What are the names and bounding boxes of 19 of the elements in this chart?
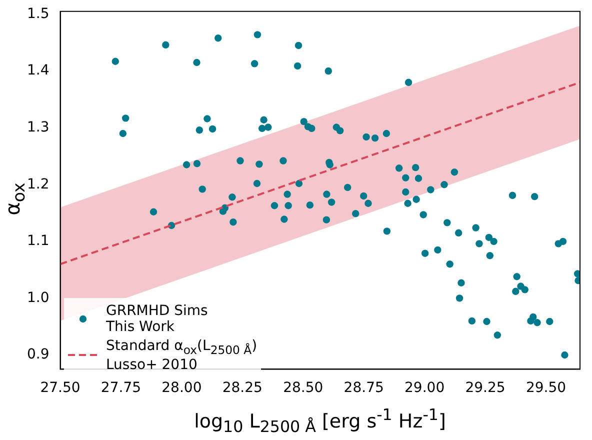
y-tick-label: 1.3 [27, 119, 50, 136]
y-tick-label: 0.9 [27, 346, 50, 363]
text: log$_{10}$ L$_{2500 Å}$ [erg s$^{-1}$ Hz$^{-1}$] [194, 404, 446, 436]
y-tick-label: 1.0 [27, 290, 50, 306]
x-tick-label: 29.25 [465, 380, 506, 396]
x-tick-label: 28.00 [162, 380, 202, 396]
x-tick-label: 28.50 [283, 380, 324, 396]
x-tick-label: 29.50 [526, 380, 566, 396]
x-tick-label: 29.00 [404, 380, 445, 396]
x-tick-label: 28.75 [344, 380, 384, 396]
legend-label: GRRMHD Sims This Work [106, 302, 208, 335]
y-tick-label: 1.2 [27, 176, 50, 192]
x-tick-label: 28.25 [222, 380, 262, 396]
y-tick-label: 1.1 [27, 233, 50, 250]
x-tick-label: 27.75 [100, 380, 142, 396]
text: Standard α$_{ox}$(L$_{2500 Å}$) Lusso+ 2010 [106, 338, 258, 373]
x-tick-label: 27.50 [40, 380, 80, 396]
y-tick-label: 1.5 [27, 6, 50, 22]
y-tick-label: 1.4 [27, 62, 50, 79]
